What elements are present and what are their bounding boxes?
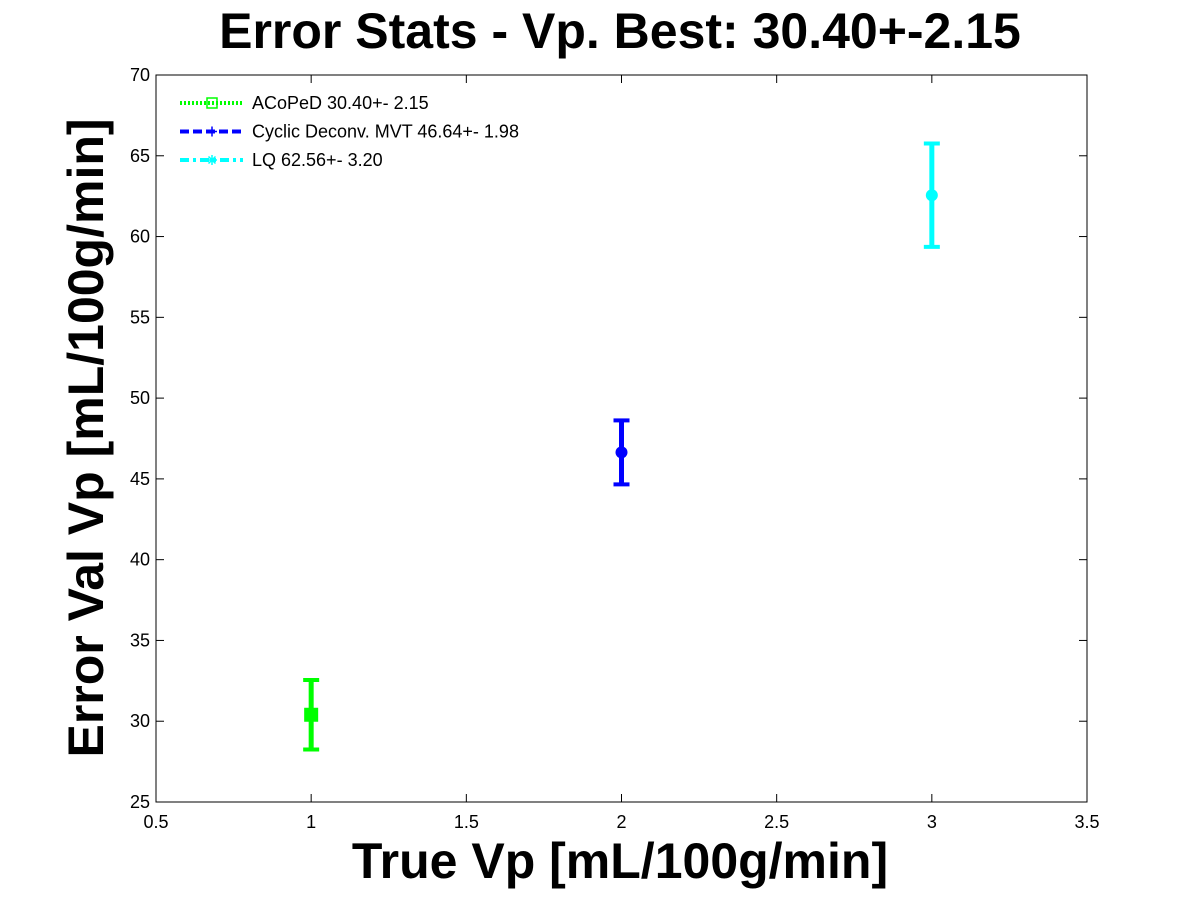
axis-ticks: 0.5 1 1.5 2 2.5 3 3.5 25 30 35 40 45 50 55 60 65 70 [130,65,1100,832]
legend-marker [207,126,217,137]
series-2 [923,141,940,249]
y-tick-label: 35 [130,630,150,650]
y-tick-label: 65 [130,146,150,166]
y-tick-label: 45 [130,469,150,489]
x-tick-label: 2 [616,812,626,832]
series-0 [303,678,320,752]
y-tick-label: 55 [130,307,150,327]
y-tick-label: 70 [130,65,150,85]
series-1 [613,418,630,487]
data-point [925,189,938,202]
legend-marker [207,155,217,165]
legend-label: ACoPeD 30.40+- 2.15 [252,93,429,113]
x-tick-label: 0.5 [143,812,168,832]
chart-title: Error Stats - Vp. Best: 30.40+-2.15 [219,3,1021,59]
data-point [615,446,628,459]
x-axis-label: True Vp [mL/100g/min] [352,833,888,889]
data-point-marker [304,707,319,722]
legend-entry-0: ACoPeD 30.40+- 2.15 [180,93,429,113]
legend-label: Cyclic Deconv. MVT 46.64+- 1.98 [252,122,519,142]
y-tick-label: 50 [130,388,150,408]
y-axis-label: Error Val Vp [mL/100g/min] [58,118,114,757]
legend: ACoPeD 30.40+- 2.15 Cyclic Deconv. MVT 46… [180,93,519,170]
x-tick-label: 1.5 [454,812,479,832]
x-tick-label: 3.5 [1074,812,1099,832]
legend-marker [206,97,218,109]
y-tick-label: 60 [130,227,150,247]
y-tick-label: 40 [130,550,150,570]
x-tick-label: 2.5 [764,812,789,832]
legend-entry-2: LQ 62.56+- 3.20 [180,150,383,170]
y-tick-label: 25 [130,792,150,812]
x-tick-label: 1 [306,812,316,832]
x-tick-label: 3 [927,812,937,832]
y-tick-label: 30 [130,711,150,731]
legend-entry-1: Cyclic Deconv. MVT 46.64+- 1.98 [180,122,519,142]
legend-label: LQ 62.56+- 3.20 [252,150,383,170]
data-series [303,141,940,752]
